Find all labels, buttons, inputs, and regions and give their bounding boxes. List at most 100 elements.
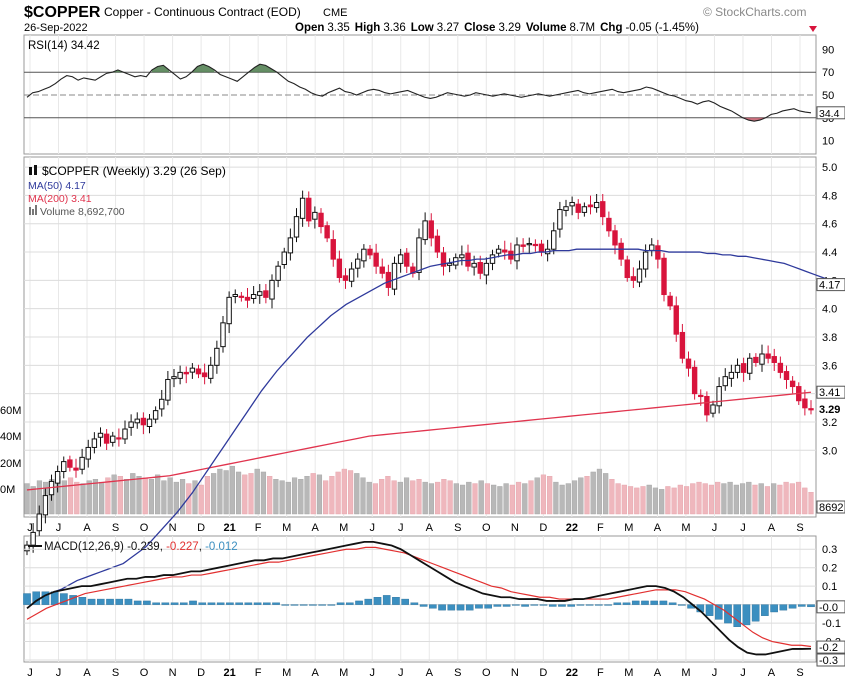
- volume-bar: [578, 477, 584, 515]
- macd-histogram-bar: [521, 604, 529, 607]
- rsi-tick-label: 50: [822, 90, 834, 102]
- volume-bar: [304, 476, 310, 515]
- candle-down: [385, 271, 392, 288]
- candle-up: [636, 268, 643, 283]
- month-label-price: A: [654, 522, 662, 534]
- candle-up: [269, 279, 275, 300]
- candle-down: [428, 220, 434, 239]
- volume-bar: [553, 481, 559, 515]
- volume-bar: [347, 470, 354, 515]
- candle-down: [765, 353, 771, 359]
- volume-bar: [279, 480, 285, 515]
- candle-up: [85, 446, 91, 460]
- macd-histogram-bar: [60, 593, 68, 605]
- candle-up: [91, 438, 98, 448]
- volume-bar: [459, 484, 466, 515]
- macd-histogram-bar: [115, 598, 124, 605]
- month-label-macd: N: [169, 667, 177, 679]
- volume-bar: [746, 481, 752, 515]
- volume-bar: [671, 487, 677, 515]
- candle-legend-icon-bar: [34, 165, 37, 175]
- price-marker-label: 3.41: [819, 387, 840, 399]
- candle-down: [808, 408, 814, 411]
- candle-down: [195, 368, 202, 375]
- volume-bar: [223, 470, 229, 515]
- macd-histogram-bar: [87, 598, 96, 605]
- volume-bar: [273, 479, 279, 515]
- macd-marker-box: [816, 600, 845, 614]
- chg-value: -0.05 (-1.45%): [625, 22, 699, 34]
- volume-bar: [696, 481, 702, 515]
- high-label: High: [355, 22, 381, 34]
- month-label-macd: J: [398, 667, 404, 679]
- volume-bar: [777, 484, 783, 515]
- volume-bar: [640, 486, 646, 515]
- macd-histogram-bar: [438, 604, 446, 611]
- price-tick-label: 4.8: [822, 190, 837, 202]
- price-marker-box: [816, 278, 845, 292]
- month-label-macd: M: [624, 667, 633, 679]
- candle-down: [685, 358, 692, 369]
- volume-bar: [341, 468, 347, 515]
- macd-legend-text: MACD(12,26,9) -0.239, -0.227, -0.012: [44, 541, 238, 553]
- candle-up: [24, 544, 30, 552]
- month-label-price: M: [624, 522, 633, 534]
- candle-down: [538, 243, 545, 253]
- volume-bar: [789, 483, 795, 515]
- candle-up: [459, 254, 465, 259]
- volume-bar: [179, 479, 186, 515]
- candle-up: [642, 251, 649, 270]
- volume-bar: [410, 480, 416, 515]
- candle-down: [330, 239, 336, 260]
- month-label-macd: J: [56, 667, 62, 679]
- macd-layer: -0.3-0.2-0.10.00.10.20.3-0.0-0.2-0.3: [23, 540, 845, 667]
- month-label-price: D: [539, 522, 547, 534]
- month-label-macd: O: [140, 667, 149, 679]
- month-label-price: O: [140, 522, 149, 534]
- macd-histogram-bar: [382, 595, 391, 605]
- candle-down: [465, 252, 471, 267]
- volume-bar: [795, 481, 802, 515]
- macd-histogram-bar: [558, 604, 566, 607]
- volume-bar: [733, 484, 739, 515]
- rsi-overbought-fill: [248, 64, 277, 73]
- macd-histogram-bar: [797, 604, 806, 607]
- volume-bar: [453, 483, 459, 515]
- macd-histogram-bar: [761, 604, 769, 616]
- volume-bar: [702, 483, 708, 515]
- volume-legend-icon-bar: [35, 205, 37, 215]
- rsi-overbought-fill: [191, 64, 215, 73]
- candle-up: [232, 294, 238, 298]
- month-label-macd: S: [454, 667, 461, 679]
- volume-bar: [659, 489, 665, 515]
- volume-legend: Volume 8,692,700: [40, 206, 125, 218]
- macd-histogram-bar: [788, 604, 797, 609]
- volume-bar: [335, 471, 341, 515]
- candle-up: [214, 347, 220, 366]
- volume-label: Volume: [526, 22, 567, 34]
- volume-bar: [167, 477, 173, 515]
- candle-down: [661, 257, 667, 296]
- volume-bar: [92, 479, 99, 515]
- candle-up: [759, 353, 765, 365]
- candle-down: [73, 467, 79, 471]
- ma50-line: [53, 248, 839, 593]
- macd-histogram-bar: [576, 604, 585, 606]
- macd-histogram-bar: [613, 602, 622, 605]
- candle-down: [183, 371, 189, 375]
- candle-down: [753, 356, 759, 363]
- volume-bar: [316, 474, 323, 515]
- candle-up: [734, 364, 741, 373]
- candle-up: [747, 357, 753, 374]
- month-label-macd: S: [796, 667, 803, 679]
- candle-up: [226, 296, 232, 325]
- down-arrow-icon: [809, 26, 817, 32]
- macd-histogram-bar: [253, 602, 262, 605]
- price-layer: 3.03.23.43.63.84.04.24.44.64.85.060M40M2…: [0, 162, 845, 593]
- macd-tick-label: 0.3: [822, 544, 837, 556]
- macd-histogram-bar: [133, 600, 142, 605]
- candle-down: [771, 356, 777, 363]
